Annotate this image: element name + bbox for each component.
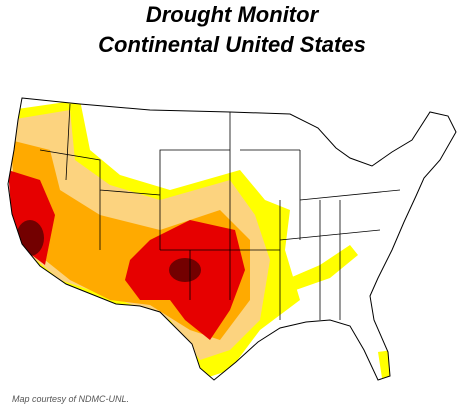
map-credit: Map courtesy of NDMC-UNL. [12, 394, 129, 404]
title-line: Continental United States [98, 32, 366, 57]
exceptional-drought [169, 258, 201, 282]
title-line: Drought Monitor [146, 2, 320, 27]
state-line [39, 103, 401, 320]
